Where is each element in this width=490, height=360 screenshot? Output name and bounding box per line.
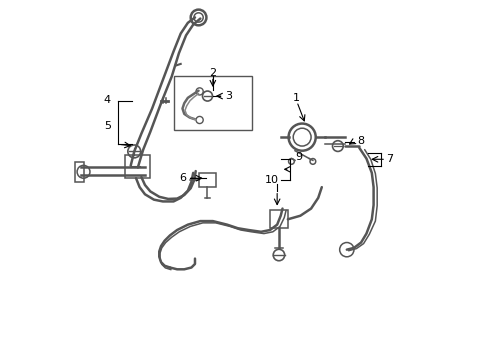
- Text: 9: 9: [295, 152, 302, 162]
- Bar: [270, 210, 288, 228]
- Text: 7: 7: [386, 154, 393, 164]
- Bar: [125, 155, 150, 178]
- Text: 1: 1: [294, 93, 300, 103]
- Text: 2: 2: [209, 68, 217, 78]
- Bar: [198, 173, 217, 187]
- Text: 10: 10: [265, 175, 279, 185]
- Bar: [75, 162, 84, 182]
- Text: 4: 4: [104, 95, 111, 105]
- Text: 5: 5: [104, 121, 111, 131]
- Bar: [173, 76, 252, 130]
- Text: 6: 6: [179, 173, 186, 183]
- Text: 3: 3: [225, 91, 232, 101]
- Text: 8: 8: [358, 136, 365, 147]
